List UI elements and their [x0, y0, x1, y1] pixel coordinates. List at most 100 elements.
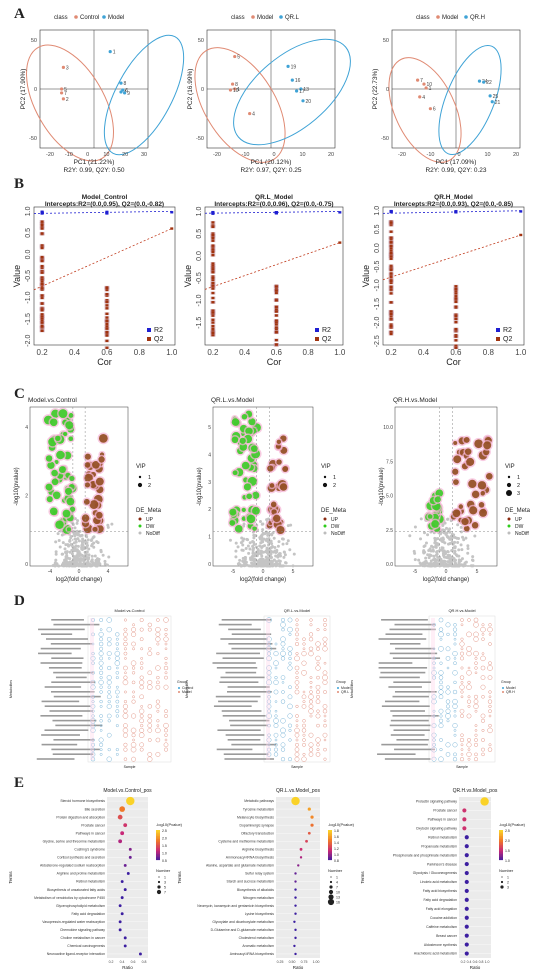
sample-bubble: [473, 694, 479, 699]
q2-point: [40, 321, 44, 324]
sample-bubble: [460, 618, 464, 622]
y-tick-label: 7.5: [386, 459, 393, 465]
sample-bubble: [131, 666, 136, 670]
sample-bubble: [147, 684, 153, 690]
nodiff-point: [267, 537, 271, 541]
nodiff-point: [244, 546, 248, 550]
legend-marker: [315, 337, 319, 341]
sample-bubble: [124, 690, 127, 694]
colorbar-segment: [156, 849, 160, 852]
sample-bubble: [294, 756, 300, 762]
legend-marker: [506, 490, 512, 496]
legend-title: Number: [328, 868, 343, 873]
y-tick-label: 1.0: [196, 206, 203, 216]
legend-marker: [178, 687, 180, 689]
sample-bubble: [288, 656, 292, 661]
point-label: 25: [493, 94, 499, 100]
colorbar-segment: [499, 831, 503, 834]
sample-bubble: [91, 661, 95, 665]
row-label-placeholder: [216, 652, 261, 655]
sample-bubble: [460, 748, 464, 751]
term-label: Arachidonic acid metabolism: [414, 952, 457, 956]
sample-bubble: [164, 661, 168, 665]
nodiff-point: [88, 562, 92, 566]
dw-point: [58, 466, 66, 474]
sample-bubble: [163, 742, 169, 748]
nodiff-point: [56, 532, 60, 536]
q2-point: [274, 314, 278, 317]
row-label-placeholder: [216, 748, 253, 751]
x-tick-label: 0.4: [467, 960, 472, 964]
colorbar-segment: [328, 842, 332, 844]
nodiff-point: [284, 561, 288, 565]
legend-marker: [74, 15, 78, 19]
x-tick-label: 0.6: [450, 348, 462, 357]
y-tick-label: 1: [208, 535, 211, 541]
term-bubble: [291, 796, 300, 806]
term-bubble: [293, 920, 296, 923]
legend-label: QR.L: [341, 690, 349, 694]
row-label-placeholder: [388, 686, 422, 688]
sample-bubble: [323, 738, 327, 742]
sample-bubble: [280, 742, 286, 748]
row-label-placeholder: [379, 676, 420, 679]
q2-point: [274, 327, 278, 331]
score-point: [422, 82, 426, 86]
sample-bubble: [107, 690, 112, 694]
y-tick-label: 50: [198, 38, 204, 44]
sample-bubble: [122, 679, 129, 686]
sample-bubble: [164, 675, 168, 680]
sample-bubble: [431, 723, 437, 729]
q2-point: [40, 302, 44, 305]
sample-bubble: [99, 748, 103, 752]
up-point: [478, 502, 485, 508]
point-label: 20: [306, 99, 312, 105]
dw-point: [250, 445, 258, 453]
dw-point: [431, 520, 439, 528]
sample-bubble: [445, 622, 451, 628]
up-point: [485, 473, 493, 480]
legend-label: 3: [517, 491, 520, 497]
sample-bubble: [123, 757, 128, 761]
x-tick-label: 0.4: [69, 348, 81, 357]
sample-bubble: [115, 685, 119, 689]
nodiff-point: [248, 541, 252, 545]
row-label-placeholder: [389, 643, 421, 645]
sample-bubble: [295, 652, 299, 656]
nodiff-point: [270, 564, 274, 568]
sample-bubble: [308, 646, 314, 652]
x-tick-label: 0.6: [131, 960, 136, 964]
nodiff-point: [289, 523, 293, 527]
sample-bubble: [139, 708, 145, 714]
y-tick-label: 5.0: [386, 494, 393, 500]
score-point: [228, 88, 233, 92]
sample-bubble: [273, 660, 279, 666]
q2-point: [211, 314, 215, 317]
dw-point: [52, 491, 61, 500]
q2-point: [389, 292, 393, 295]
q2-point: [105, 316, 109, 319]
sample-bubble: [266, 617, 272, 623]
row-label-placeholder: [225, 734, 265, 736]
row-label-placeholder: [218, 700, 258, 703]
nodiff-point: [82, 558, 86, 562]
nodiff-point: [460, 548, 464, 552]
row-label-placeholder: [394, 623, 436, 626]
dw-point: [49, 507, 58, 516]
colorbar-segment: [156, 854, 160, 856]
dw-point: [65, 421, 74, 430]
term-bubble: [120, 912, 124, 916]
sample-bubble: [323, 757, 327, 761]
nodiff-point: [281, 542, 285, 546]
score-point: [477, 79, 482, 83]
term-bubble: [294, 936, 297, 940]
chart-title: Model.vs.Control: [28, 397, 77, 404]
nodiff-point: [61, 561, 65, 565]
sample-bubble: [474, 738, 478, 742]
term-label: Vasopressin-regulated water reabsorption: [42, 920, 105, 924]
sample-bubble: [446, 719, 450, 723]
row-label-placeholder: [46, 638, 89, 640]
q2-point: [338, 241, 342, 244]
sample-bubble: [288, 728, 292, 732]
colorbar-segment: [156, 830, 160, 832]
